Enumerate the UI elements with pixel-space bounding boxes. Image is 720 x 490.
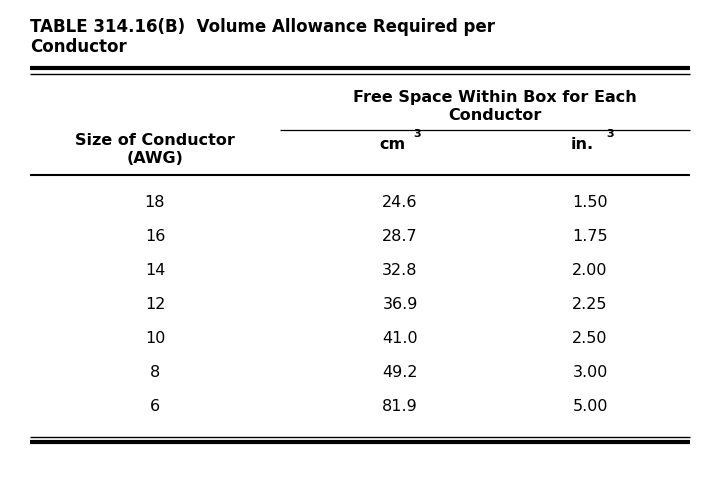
- Text: 3: 3: [413, 129, 420, 139]
- Text: 28.7: 28.7: [382, 229, 418, 244]
- Text: cm: cm: [379, 137, 405, 152]
- Text: 5.00: 5.00: [572, 399, 608, 414]
- Text: 24.6: 24.6: [382, 195, 418, 210]
- Text: 8: 8: [150, 365, 160, 380]
- Text: 14: 14: [145, 263, 165, 278]
- Text: TABLE 314.16(B)  Volume Allowance Required per: TABLE 314.16(B) Volume Allowance Require…: [30, 18, 495, 36]
- Text: in.: in.: [570, 137, 593, 152]
- Text: 2.25: 2.25: [572, 297, 608, 312]
- Text: 32.8: 32.8: [382, 263, 418, 278]
- Text: 1.50: 1.50: [572, 195, 608, 210]
- Text: Conductor: Conductor: [30, 38, 127, 56]
- Text: 16: 16: [145, 229, 165, 244]
- Text: 18: 18: [145, 195, 166, 210]
- Text: Free Space Within Box for Each: Free Space Within Box for Each: [353, 90, 637, 105]
- Text: 12: 12: [145, 297, 165, 312]
- Text: 81.9: 81.9: [382, 399, 418, 414]
- Text: Size of Conductor: Size of Conductor: [75, 133, 235, 148]
- Text: Conductor: Conductor: [449, 108, 541, 123]
- Text: 41.0: 41.0: [382, 331, 418, 346]
- Text: 2.50: 2.50: [572, 331, 608, 346]
- Text: 10: 10: [145, 331, 165, 346]
- Text: 1.75: 1.75: [572, 229, 608, 244]
- Text: 3: 3: [606, 129, 614, 139]
- Text: 3.00: 3.00: [572, 365, 608, 380]
- Text: 6: 6: [150, 399, 160, 414]
- Text: (AWG): (AWG): [127, 151, 184, 166]
- Text: 49.2: 49.2: [382, 365, 418, 380]
- Text: 2.00: 2.00: [572, 263, 608, 278]
- Text: 36.9: 36.9: [382, 297, 418, 312]
